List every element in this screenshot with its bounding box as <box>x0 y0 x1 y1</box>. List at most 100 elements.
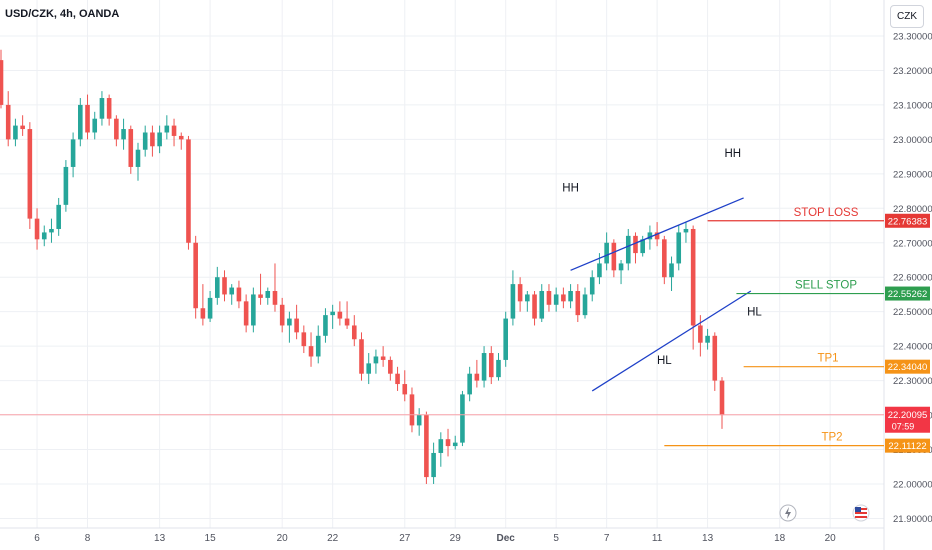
candle-body <box>582 294 588 316</box>
candle-body <box>517 284 523 302</box>
candle-body <box>373 356 379 364</box>
x-tick-label: 5 <box>553 533 559 544</box>
pattern-label-hh: HH <box>562 183 579 195</box>
candle-body <box>503 318 508 360</box>
candle-body <box>106 98 112 119</box>
candle-body <box>5 104 11 140</box>
y-tick-label: 22.30000 <box>893 376 932 387</box>
sell-stop-price-label: 22.55262 <box>888 289 928 300</box>
x-tick-label: 20 <box>277 533 289 544</box>
candle-body <box>669 263 674 278</box>
y-tick-label: 23.10000 <box>893 100 932 111</box>
x-tick-label: Dec <box>497 533 516 544</box>
candle-body <box>92 118 98 133</box>
candle-body <box>460 394 465 443</box>
candle-body <box>654 232 660 240</box>
y-tick-label: 23.30000 <box>893 32 932 43</box>
symbol-title: USD/CZK, 4h, OANDA <box>5 8 120 20</box>
candle-body <box>20 125 25 130</box>
y-tick-label: 22.40000 <box>893 342 932 353</box>
candle-body <box>561 294 566 302</box>
candle-body <box>251 294 256 326</box>
candle-body <box>532 294 537 319</box>
y-tick-label: 22.60000 <box>893 273 932 284</box>
candle-body <box>157 132 162 147</box>
tp1-price-tag <box>885 359 930 374</box>
candle-body <box>222 277 227 295</box>
x-tick-label: 29 <box>450 533 462 544</box>
time-axis[interactable]: 6 8 13 15 20 22 27 29 Dec 5 7 11 13 18 20 <box>34 533 836 544</box>
y-tick-label: 22.90000 <box>893 169 932 180</box>
candle-body <box>395 373 400 385</box>
candle-body <box>41 232 47 240</box>
stop-loss-price-label: 22.76383 <box>888 216 928 227</box>
candle-body <box>78 104 83 140</box>
candle-body <box>402 384 408 395</box>
current-price-label: 22.20095 <box>888 410 928 421</box>
candle-body <box>272 291 278 305</box>
stop-loss-label: STOP LOSS <box>794 207 859 219</box>
candle-body <box>618 263 624 271</box>
current-price-tag <box>885 406 930 433</box>
candle-body <box>546 291 552 305</box>
candle-body <box>496 359 501 378</box>
x-tick-label: 7 <box>604 533 610 544</box>
currency-button[interactable]: CZK <box>890 5 924 28</box>
y-tick-label: 22.80000 <box>893 204 932 215</box>
candle-body <box>633 235 638 254</box>
candle-body <box>467 373 472 395</box>
candle-body <box>150 132 155 147</box>
candle-body <box>705 335 710 343</box>
y-tick-label: 23.00000 <box>893 135 932 146</box>
y-tick-label: 21.90000 <box>893 514 932 525</box>
pattern-label-hl: HL <box>747 307 762 319</box>
candle-body <box>474 373 480 381</box>
pattern-label-hl: HL <box>657 355 672 367</box>
candle-body <box>258 294 263 298</box>
grid-lines <box>0 0 885 550</box>
candle-body <box>539 291 545 319</box>
candle-body <box>279 304 285 326</box>
candle-body <box>13 125 18 140</box>
tp2-price-label: 22.11122 <box>888 441 926 452</box>
channel-line-lower <box>591 290 752 392</box>
candle-body <box>128 129 134 167</box>
x-tick-label: 15 <box>205 533 217 544</box>
candle-body <box>481 353 487 381</box>
candle-body <box>452 442 458 447</box>
candle-body <box>207 297 213 319</box>
candle-body <box>416 415 422 426</box>
x-tick-label: 20 <box>825 533 837 544</box>
candle-body <box>662 239 667 278</box>
axis-icons <box>779 504 870 522</box>
candle-body <box>308 346 314 357</box>
candle-body <box>0 60 4 105</box>
candle-body <box>445 439 451 447</box>
candle-body <box>301 332 307 347</box>
stop-loss-price-tag <box>885 213 930 228</box>
candle-body <box>698 325 703 343</box>
candle-body <box>135 149 141 167</box>
x-tick-label: 22 <box>327 533 339 544</box>
price-axis[interactable]: 23.30000 23.20000 23.10000 23.00000 22.90000… <box>885 32 932 525</box>
candle-body <box>27 129 33 219</box>
candle-body <box>625 235 631 264</box>
candle-body <box>690 228 696 326</box>
candle-body <box>409 394 415 426</box>
y-tick-label: 22.50000 <box>893 307 932 318</box>
candle-body <box>525 294 530 302</box>
candle-body <box>85 104 90 133</box>
candle-body <box>380 356 386 360</box>
x-tick-label: 27 <box>399 533 411 544</box>
candle-body <box>323 315 328 336</box>
us-flag-icon[interactable] <box>852 504 870 522</box>
x-tick-label: 11 <box>652 533 663 544</box>
y-tick-label: 23.20000 <box>893 66 932 77</box>
candle-body <box>193 242 198 309</box>
pattern-label-hh: HH <box>725 148 742 160</box>
candle-body <box>597 263 602 278</box>
lightning-icon[interactable] <box>779 504 797 522</box>
tp1-price-label: 22.34040 <box>888 362 928 373</box>
x-tick-label: 8 <box>85 533 91 544</box>
